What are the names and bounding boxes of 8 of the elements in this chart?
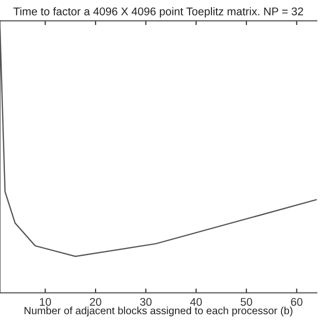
x-tick-label: 20 xyxy=(90,298,102,306)
x-tick-label: 60 xyxy=(291,298,302,306)
x-tick-label: 50 xyxy=(240,298,252,306)
chart-title: Time to factor a 4096 X 4096 point Toeplitz matrix. NP = 32 xyxy=(13,7,304,18)
x-tick-label: 40 xyxy=(190,298,202,306)
x-tick-label: 30 xyxy=(140,298,152,306)
x-tick-label: 10 xyxy=(40,298,52,306)
x-axis-title: Number of adjacent blocks assigned to each processor (b) xyxy=(24,306,292,316)
